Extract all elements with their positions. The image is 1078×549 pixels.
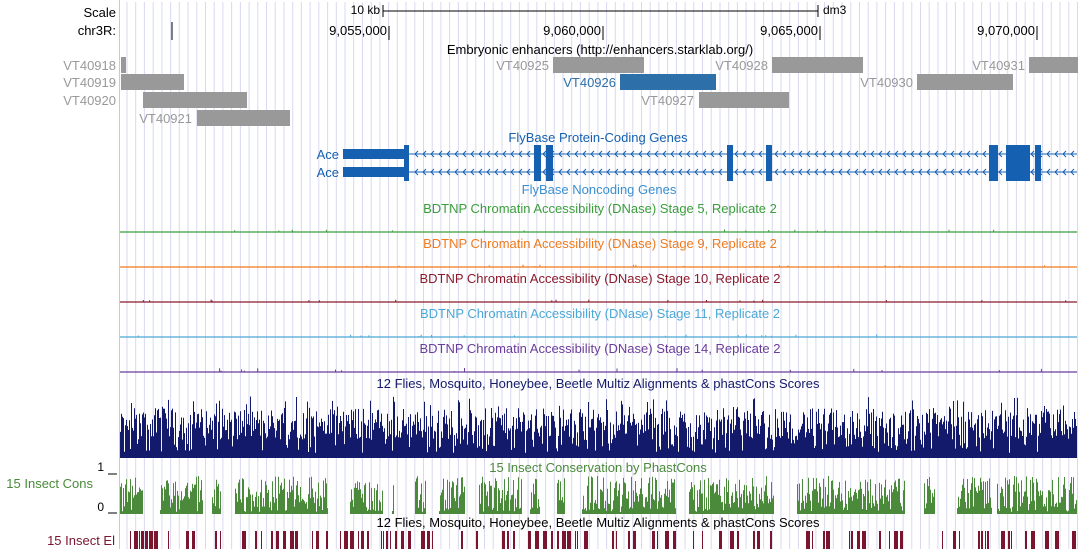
gene-label[interactable]: Ace	[317, 165, 339, 180]
gene-exon	[1006, 145, 1030, 163]
gene-exon	[404, 145, 409, 163]
enhancers-track[interactable]: VT40918 VT40919 VT40920 VT40921 VT40925 VT409…	[63, 57, 1078, 126]
dnase-signal	[142, 299, 1067, 302]
multiz-bars	[120, 396, 1077, 458]
enhancer-vt40919[interactable]: VT40919	[63, 74, 184, 90]
dnase-track-title[interactable]: BDTNP Chromatin Accessibility (DNase) St…	[423, 236, 777, 251]
dnase-track[interactable]: BDTNP Chromatin Accessibility (DNase) St…	[120, 201, 1077, 233]
enhancer-block[interactable]	[143, 92, 247, 108]
ruler-tick-label: 9,055,000	[329, 23, 387, 38]
enhancer-block[interactable]	[772, 57, 863, 73]
enhancer-vt40921[interactable]: VT40921	[139, 110, 290, 126]
dnase-signal	[137, 334, 878, 337]
enhancer-vt40928[interactable]: VT40928	[715, 57, 863, 73]
enhancer-block[interactable]	[1029, 57, 1078, 73]
gene-exon	[1035, 163, 1041, 181]
enhancer-block[interactable]	[553, 57, 644, 73]
gene-exon	[1035, 145, 1041, 163]
dnase-track-title[interactable]: BDTNP Chromatin Accessibility (DNase) St…	[419, 341, 780, 356]
enhancer-vt40931[interactable]: VT40931	[972, 57, 1078, 73]
enhancer-label[interactable]: VT40928	[715, 58, 768, 73]
insect-cons-wiggle[interactable]	[120, 476, 1077, 514]
scale-bar-text: 10 kb	[351, 3, 381, 17]
dnase-track-title[interactable]: BDTNP Chromatin Accessibility (DNase) St…	[419, 271, 780, 286]
insect-el-track-title[interactable]: 12 Flies, Mosquito, Honeybee, Beetle Mul…	[377, 515, 820, 530]
gene-exon	[766, 163, 772, 181]
gene-exon	[546, 163, 553, 181]
enhancer-vt40930[interactable]: VT40930	[860, 74, 1013, 90]
gene-utr	[343, 149, 405, 159]
gene-utr	[343, 167, 405, 177]
enhancer-label[interactable]: VT40919	[63, 75, 116, 90]
enhancer-label[interactable]: VT40918	[63, 58, 116, 73]
gene-transcript-ace[interactable]: Ace	[317, 145, 1077, 163]
enhancer-block[interactable]	[121, 74, 184, 90]
gene-strand-chevrons	[414, 150, 1075, 158]
dnase-track[interactable]: BDTNP Chromatin Accessibility (DNase) St…	[120, 341, 1077, 373]
enhancer-vt40925[interactable]: VT40925	[496, 57, 644, 73]
gene-exon	[989, 145, 998, 163]
gene-exon	[546, 145, 553, 163]
enhancer-label[interactable]: VT40920	[63, 93, 116, 108]
dnase-tracks[interactable]: BDTNP Chromatin Accessibility (DNase) St…	[120, 201, 1077, 373]
genes-track[interactable]: Ace Ace	[317, 145, 1077, 181]
dnase-signal	[234, 229, 995, 232]
enhancer-label[interactable]: VT40930	[860, 75, 913, 90]
gene-exon	[404, 163, 409, 181]
enhancer-vt40927[interactable]: VT40927	[641, 92, 789, 108]
gene-exon	[989, 163, 998, 181]
gene-exon	[727, 163, 733, 181]
insect-el-blocks	[130, 531, 1076, 549]
gene-exon	[534, 163, 541, 181]
enhancer-label[interactable]: VT40931	[972, 58, 1025, 73]
insect-cons-track-title[interactable]: 15 Insect Conservation by PhastCons	[489, 460, 707, 475]
dnase-signal	[219, 368, 1042, 372]
enhancer-block[interactable]	[121, 57, 126, 73]
enhancer-vt40926[interactable]: VT40926	[563, 74, 716, 90]
insect-cons-bars	[120, 476, 1077, 514]
gene-transcript-ace[interactable]: Ace	[317, 163, 1077, 181]
enhancers-track-title[interactable]: Embryonic enhancers (http://enhancers.st…	[447, 42, 753, 57]
ruler-tick-label: 9,060,000	[543, 23, 601, 38]
dnase-track[interactable]: BDTNP Chromatin Accessibility (DNase) St…	[120, 306, 1077, 338]
enhancer-label[interactable]: VT40925	[496, 58, 549, 73]
scale-label: Scale	[83, 5, 116, 20]
enhancer-vt40920[interactable]: VT40920	[63, 92, 247, 108]
enhancer-block[interactable]	[197, 110, 290, 126]
gene-exon	[534, 145, 541, 163]
enhancer-vt40918[interactable]: VT40918	[63, 57, 126, 73]
dnase-track-title[interactable]: BDTNP Chromatin Accessibility (DNase) St…	[423, 201, 777, 216]
gene-exon	[766, 145, 772, 163]
chrom-label: chr3R:	[78, 23, 116, 38]
noncoding-track-title[interactable]: FlyBase Noncoding Genes	[522, 182, 677, 197]
enhancer-block[interactable]	[699, 92, 789, 108]
dnase-signal	[366, 264, 1046, 267]
insect-cons-axis-bottom: 0	[97, 500, 104, 514]
genes-track-title[interactable]: FlyBase Protein-Coding Genes	[508, 130, 688, 145]
insect-el-elements[interactable]	[130, 531, 1076, 549]
multiz-wiggle[interactable]	[120, 396, 1077, 459]
gene-strand-chevrons	[414, 168, 1075, 176]
dnase-track[interactable]: BDTNP Chromatin Accessibility (DNase) St…	[120, 236, 1077, 268]
ruler-tick-label: 9,070,000	[977, 23, 1035, 38]
enhancer-label[interactable]: VT40927	[641, 93, 694, 108]
insect-el-side-label[interactable]: 15 Insect El	[47, 533, 115, 548]
ruler-tick-label: 9,065,000	[760, 23, 818, 38]
assembly-label: dm3	[823, 3, 847, 17]
insect-cons-side-label[interactable]: 15 Insect Cons	[6, 476, 93, 491]
dnase-track-title[interactable]: BDTNP Chromatin Accessibility (DNase) St…	[420, 306, 780, 321]
dnase-track[interactable]: BDTNP Chromatin Accessibility (DNase) St…	[120, 271, 1077, 303]
multiz-track-title[interactable]: 12 Flies, Mosquito, Honeybee, Beetle Mul…	[377, 376, 820, 391]
gene-label[interactable]: Ace	[317, 147, 339, 162]
gene-exon	[1006, 163, 1030, 181]
insect-cons-axis-top: 1	[97, 460, 104, 474]
ruler-ticks: 9,055,000 9,060,000 9,065,000 9,070,000	[329, 23, 1038, 40]
enhancer-label[interactable]: VT40926	[563, 75, 616, 90]
enhancer-block[interactable]	[917, 74, 1013, 90]
enhancer-block[interactable]	[620, 74, 716, 90]
gene-exon	[727, 145, 733, 163]
enhancer-label[interactable]: VT40921	[139, 111, 192, 126]
